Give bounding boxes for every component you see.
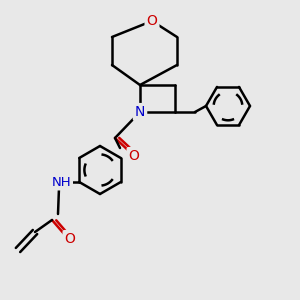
Text: NH: NH	[51, 176, 71, 188]
Text: N: N	[135, 105, 145, 119]
Text: O: O	[129, 149, 140, 163]
Text: O: O	[147, 14, 158, 28]
Text: O: O	[64, 232, 75, 246]
